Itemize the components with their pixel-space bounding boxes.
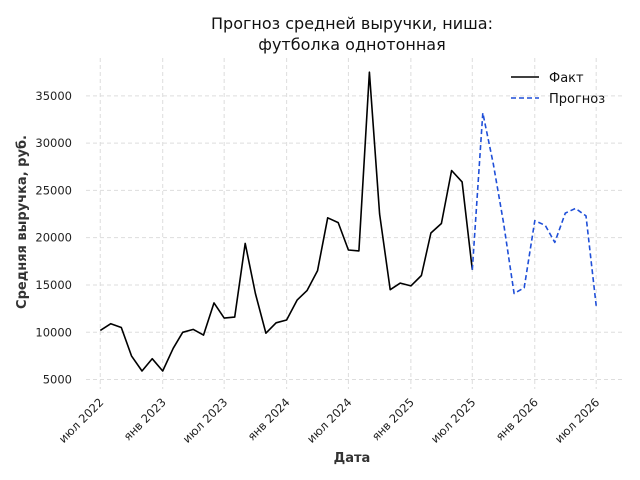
series-line-forecast [471, 112, 597, 306]
y-tick-label: 10000 [35, 325, 72, 339]
y-tick-label: 25000 [35, 183, 72, 197]
y-tick-label: 5000 [43, 373, 72, 387]
grid [86, 58, 622, 389]
y-tick-label: 20000 [35, 231, 72, 245]
series-line-fact [99, 71, 474, 372]
x-axis-label: Дата [334, 451, 371, 466]
legend-label-forecast: Прогноз [549, 92, 605, 107]
chart-title: Прогноз средней выручки, ниша: [211, 14, 493, 33]
legend-label-fact: Факт [549, 71, 584, 86]
y-tick-label: 35000 [35, 89, 72, 103]
y-tick-label: 15000 [35, 278, 72, 292]
chart-subtitle: футболка однотонная [258, 35, 445, 54]
y-axis-label: Средняя выручка, руб. [15, 135, 30, 309]
series-lines [99, 71, 597, 372]
legend: Факт Прогноз [511, 71, 605, 107]
y-tick-label: 30000 [35, 136, 72, 150]
